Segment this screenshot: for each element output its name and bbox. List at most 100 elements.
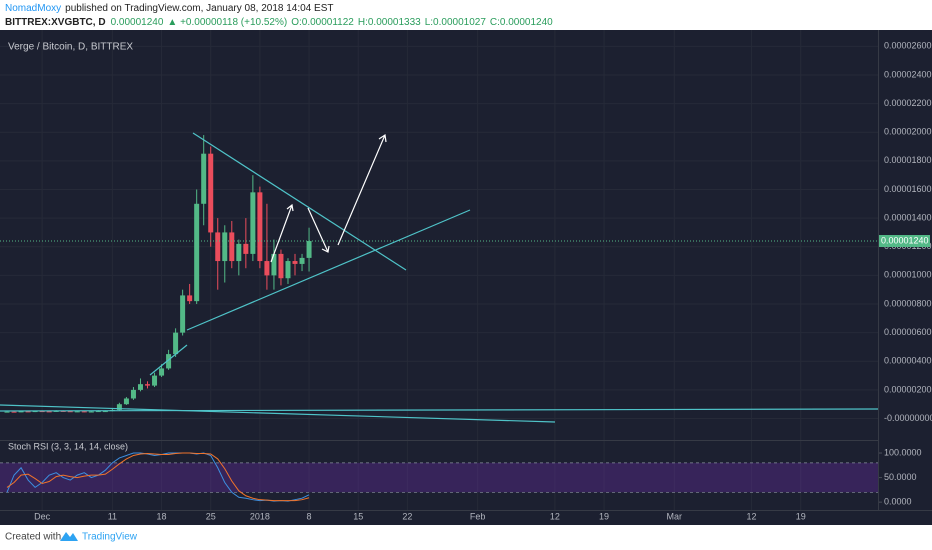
candle-body — [74, 411, 80, 413]
candle-body — [257, 192, 263, 262]
y-tick-label: 50.0000 — [884, 472, 917, 482]
candle-body — [173, 332, 179, 355]
y-tick-label: 0.00000200 — [884, 384, 932, 394]
x-tick-label: 2018 — [250, 511, 270, 521]
candle-body — [236, 243, 242, 262]
candle-body — [39, 411, 45, 413]
y-tick-label: 0.00002400 — [884, 69, 932, 79]
candle-body — [32, 411, 38, 413]
candle-body — [166, 354, 172, 369]
y-tick-label: 0.00002000 — [884, 127, 932, 137]
symbol: BITTREX:XVGBTC, D — [5, 17, 106, 28]
candle-body — [145, 384, 151, 386]
candle-body — [292, 261, 298, 264]
candle-body — [18, 411, 24, 413]
marks — [0, 135, 878, 502]
indicator-line — [6, 452, 310, 502]
candle-body — [4, 411, 10, 413]
x-tick-label: Mar — [667, 511, 683, 521]
candle-body — [222, 232, 228, 262]
candle-body — [102, 411, 108, 413]
ohlc: O:0.00001122 — [291, 17, 354, 28]
last-price-label: 0.00001240 — [881, 235, 929, 245]
candle-body — [187, 295, 193, 302]
footer-bar — [0, 525, 932, 550]
trend-line — [192, 132, 407, 271]
chart-title: Verge / Bitcoin, D, BITTREX — [8, 42, 133, 53]
ohlc: H:0.00001333 — [358, 17, 421, 28]
axis-separator — [878, 30, 879, 510]
y-tick-label: 0.00001600 — [884, 184, 932, 194]
candle-body — [130, 389, 136, 399]
x-tick-label: 19 — [796, 511, 806, 521]
y-tick-label: 0.00000800 — [884, 298, 932, 308]
pane-separator — [0, 440, 878, 441]
candle-body — [285, 261, 291, 279]
footer-brand[interactable]: TradingView — [82, 532, 138, 543]
candle-body — [208, 153, 214, 233]
chart-background — [0, 30, 932, 525]
candle-body — [137, 384, 143, 390]
candle-body — [81, 411, 87, 413]
candle-body — [243, 243, 249, 254]
candle-body — [123, 398, 129, 405]
arrow — [270, 203, 294, 263]
arrow — [307, 207, 330, 253]
price: 0.00001240 — [111, 17, 164, 28]
candle-body — [201, 153, 207, 204]
trend-line — [0, 408, 879, 412]
y-tick-label: 0.00000400 — [884, 356, 932, 366]
candle-body — [152, 375, 158, 386]
indicator-line — [6, 452, 310, 502]
header-line: NomadMoxy published on TradingView.com, J… — [5, 3, 333, 14]
trend-line — [186, 209, 471, 331]
y-tick-label: 100.0000 — [884, 447, 922, 457]
x-tick-label: 18 — [157, 511, 167, 521]
published: published on TradingView.com, January 08… — [65, 3, 333, 14]
candle-body — [88, 411, 94, 413]
candle-body — [299, 257, 305, 264]
legend-line: BITTREX:XVGBTC, D 0.00001240 ▲ +0.00000118… — [5, 17, 553, 28]
x-tick-label: 11 — [108, 511, 117, 521]
ohlc: C:0.00001240 — [490, 17, 553, 28]
x-tick-label: 8 — [307, 511, 312, 521]
indicator-band — [0, 462, 878, 493]
candle-body — [194, 203, 200, 302]
x-tick-label: 25 — [206, 511, 216, 521]
trend-line — [149, 344, 188, 376]
y-tick-label: 0.0000 — [884, 497, 912, 507]
candle-body — [67, 411, 73, 413]
axis-separator — [0, 510, 932, 511]
candle-body — [159, 368, 165, 376]
last-price-tag — [879, 235, 930, 248]
y-tick-label: 0.00002600 — [884, 41, 932, 51]
x-tick-label: 12 — [747, 511, 757, 521]
author[interactable]: NomadMoxy — [5, 3, 61, 14]
candle-body — [116, 404, 122, 410]
y-tick-label: -0.00000000 — [884, 413, 932, 423]
candle-body — [229, 232, 235, 262]
y-tick-label: 0.00001800 — [884, 155, 932, 165]
y-tick-label: 0.00001000 — [884, 270, 932, 280]
y-tick-label: 0.00000600 — [884, 327, 932, 337]
ohlc: L:0.00001027 — [425, 17, 487, 28]
y-tick-label: 0.00001400 — [884, 212, 932, 222]
footer-created: Created with — [5, 532, 61, 543]
x-tick-label: 19 — [599, 511, 609, 521]
x-tick-label: 12 — [550, 511, 560, 521]
candle-body — [95, 411, 101, 413]
grid — [0, 30, 882, 510]
candle-body — [215, 232, 221, 262]
indicator-title: Stoch RSI (3, 3, 14, 14, close) — [8, 441, 128, 451]
x-tick-label: Dec — [34, 511, 51, 521]
trend-line — [0, 404, 556, 423]
candle-body — [180, 295, 186, 333]
candle-body — [46, 411, 52, 413]
header-bar — [0, 0, 932, 30]
arrow — [337, 133, 387, 246]
x-tick-label: 15 — [353, 511, 363, 521]
x-tick-label: Feb — [470, 511, 486, 521]
candle-body — [11, 411, 17, 413]
